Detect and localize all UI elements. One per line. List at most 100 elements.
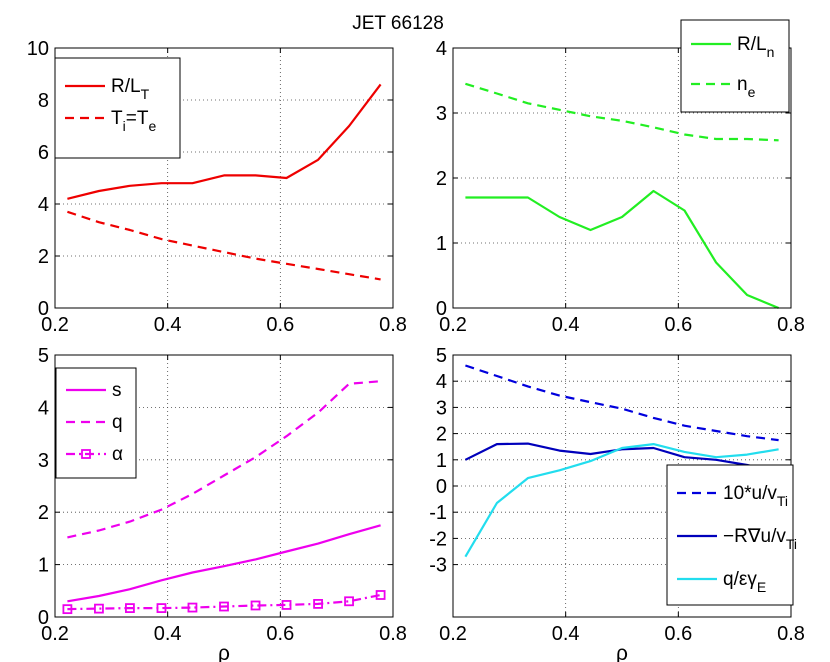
y-tick-label: 5 xyxy=(38,345,49,367)
x-tick-label: 0.4 xyxy=(552,314,580,336)
y-tick-label: 2 xyxy=(436,424,447,446)
x-axis-label: ρ xyxy=(218,642,230,662)
y-tick-label: 1 xyxy=(436,233,447,255)
x-tick-label: 0.2 xyxy=(439,623,467,645)
y-tick-label: 6 xyxy=(38,142,49,164)
x-tick-label: 0.6 xyxy=(266,314,294,336)
legend-label: R/LT xyxy=(111,76,150,102)
y-tick-label: -2 xyxy=(429,528,447,550)
y-tick-label: 0 xyxy=(38,607,49,629)
y-tick-label: 0 xyxy=(436,298,447,320)
data-point-marker xyxy=(219,601,229,612)
data-point-marker xyxy=(125,603,135,613)
legend-label-subscript: Ti xyxy=(777,493,788,509)
data-point-marker xyxy=(156,603,167,613)
y-tick-label: 3 xyxy=(38,450,49,472)
data-point-marker xyxy=(375,590,386,600)
legend-marker xyxy=(81,449,91,459)
legend-label-subscript: i xyxy=(123,118,126,134)
y-tick-label: 4 xyxy=(436,371,447,393)
legend-label-main: −R∇u/v xyxy=(723,526,786,547)
x-tick-label: 0.2 xyxy=(41,314,69,336)
series-line-q xyxy=(67,380,381,539)
data-point-marker xyxy=(281,600,292,610)
legend-label: ne xyxy=(737,74,756,100)
y-tick-label: -3 xyxy=(429,555,447,577)
x-tick-label: 0.8 xyxy=(777,623,805,645)
legend: R/LT Ti=Te xyxy=(54,57,181,159)
legend-label-main: R/L xyxy=(737,34,767,55)
x-tick-label: 0.8 xyxy=(379,314,407,336)
y-tick-label: 3 xyxy=(436,103,447,125)
y-tick-label: 2 xyxy=(38,502,49,524)
y-tick-label: 2 xyxy=(38,246,49,268)
legend-label: s xyxy=(112,380,122,401)
data-point-marker xyxy=(250,600,261,611)
legend-label-main: T xyxy=(111,108,123,129)
legend-label-subscript: e xyxy=(748,84,756,100)
y-tick-label: 1 xyxy=(436,450,447,472)
legend-label-subscript: n xyxy=(767,44,775,60)
x-tick-label: 0.6 xyxy=(266,623,294,645)
legend-label-main: 10*u/v xyxy=(723,483,777,504)
legend-label-tail: =T xyxy=(126,108,149,129)
legend-label-main: n xyxy=(737,74,748,95)
legend-label: R/Ln xyxy=(737,34,774,60)
series-line-R/L_T xyxy=(67,83,382,200)
chart-panel-bottom-left: 0.2 0.4 0.6 0.8 0 1 2 3 4 5 ρ sqα xyxy=(38,345,407,662)
y-tick-label: 0 xyxy=(38,298,49,320)
legend-label-main: α xyxy=(112,444,123,465)
legend-label-main: q/εγ xyxy=(723,569,757,590)
y-tick-label: 5 xyxy=(436,345,447,367)
data-point-marker xyxy=(94,603,104,614)
series-line-α xyxy=(67,593,381,611)
data-point-marker xyxy=(344,596,354,607)
legend: sqα xyxy=(55,367,137,479)
data-point-marker xyxy=(313,599,323,609)
data-point-marker xyxy=(187,602,198,613)
legend-label: −R∇u/vTi xyxy=(723,526,797,552)
series-line-q/εγ_E xyxy=(464,443,779,558)
legend-label: q/εγE xyxy=(723,569,766,595)
legend-label: Ti=Te xyxy=(111,108,156,134)
y-tick-label: 4 xyxy=(38,194,49,216)
legend-box xyxy=(54,57,181,159)
x-tick-label: 0.8 xyxy=(379,623,407,645)
legend-box xyxy=(680,19,790,113)
axes-box xyxy=(54,354,394,618)
legend-label: q xyxy=(112,412,123,433)
legend-label-subscript: E xyxy=(757,579,766,595)
x-tick-label: 0.2 xyxy=(41,623,69,645)
x-tick-label: 0.6 xyxy=(664,623,692,645)
axes-box xyxy=(54,47,394,309)
x-tick-label: 0.4 xyxy=(154,623,182,645)
y-tick-label: 3 xyxy=(436,397,447,419)
legend-label-main: q xyxy=(112,412,123,433)
y-tick-label: 1 xyxy=(38,555,49,577)
series-line--R∇u/v_Ti xyxy=(464,442,779,473)
y-tick-label: 8 xyxy=(38,90,49,112)
y-tick-label: -1 xyxy=(429,502,447,524)
y-tick-label: 4 xyxy=(38,397,49,419)
y-tick-label: 10 xyxy=(27,38,49,60)
y-tick-label: 0 xyxy=(436,476,447,498)
x-tick-label: 0.2 xyxy=(439,314,467,336)
legend-label-subscript: Ti xyxy=(786,536,797,552)
x-tick-label: 0.4 xyxy=(552,623,580,645)
legend-label-main: s xyxy=(112,380,122,401)
chart-panel-top-left: 0.2 0.4 0.6 0.8 0 2 4 6 8 10 R/LT Ti=Te xyxy=(27,38,407,336)
y-tick-label: 2 xyxy=(436,168,447,190)
series-line-s xyxy=(67,524,381,603)
series-line-R/L_n xyxy=(465,189,780,310)
y-tick-label: 4 xyxy=(436,38,447,60)
data-point-marker xyxy=(62,604,73,615)
x-tick-label: 0.6 xyxy=(664,314,692,336)
legend-label-subscript: T xyxy=(141,86,150,102)
x-axis-label: ρ xyxy=(616,642,628,662)
x-tick-label: 0.4 xyxy=(154,314,182,336)
figure-title: JET 66128 xyxy=(352,13,444,34)
